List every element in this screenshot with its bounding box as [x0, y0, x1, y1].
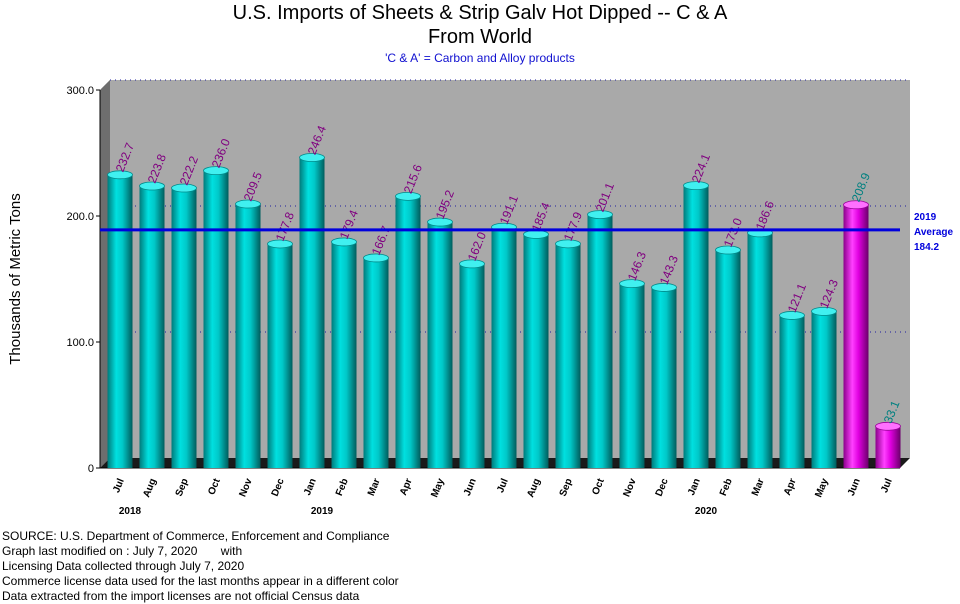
bar-top — [843, 200, 869, 210]
bar-top — [427, 217, 453, 227]
bar-top — [395, 191, 421, 201]
x-tick-label: Dec — [270, 477, 287, 499]
bar-top — [203, 166, 229, 176]
official-note-line: Data extracted from the import licenses … — [2, 589, 360, 603]
x-tick-label: Dec — [654, 477, 671, 499]
bar — [683, 185, 709, 468]
x-tick-label: Sep — [174, 477, 191, 498]
bar — [299, 157, 325, 468]
average-label: 184.2 — [914, 242, 939, 253]
color-note-line: Commerce license data used for the last … — [2, 574, 399, 588]
bar-top — [235, 199, 261, 209]
modified-line: Graph last modified on : July 7, 2020 wi… — [2, 544, 243, 558]
chart-title-line2: From World — [427, 26, 533, 48]
bar-top — [875, 421, 901, 431]
chart-subtitle: 'C & A' = Carbon and Alloy products — [385, 51, 575, 65]
bar — [395, 196, 421, 468]
bar-top — [779, 311, 805, 320]
x-tick-label: Feb — [334, 477, 351, 498]
bar — [427, 222, 453, 468]
bar-top — [139, 181, 165, 191]
licensing-line: Licensing Data collected through July 7,… — [2, 559, 245, 573]
bar — [107, 174, 133, 468]
x-tick-label: Oct — [590, 476, 607, 496]
bar — [139, 186, 165, 468]
bar — [235, 204, 261, 468]
bar — [715, 250, 741, 468]
x-tick-label: Apr — [782, 477, 799, 497]
bar-top — [651, 283, 677, 292]
x-tick-label: Nov — [238, 477, 255, 499]
bar-top — [715, 245, 741, 255]
x-tick-label: Nov — [622, 477, 639, 499]
bar-top — [619, 279, 645, 289]
x-tick-label: Aug — [525, 477, 542, 499]
x-tick-label: Feb — [718, 477, 735, 498]
bar-top — [811, 306, 837, 316]
bar — [747, 232, 773, 468]
bar — [843, 204, 869, 468]
x-tick-label: Jun — [462, 477, 479, 498]
bar — [875, 426, 901, 468]
bar-top — [555, 239, 581, 249]
average-label: Average — [914, 227, 954, 238]
x-tick-label: Sep — [558, 477, 575, 498]
source-line: SOURCE: U.S. Department of Commerce, Enf… — [2, 529, 390, 543]
bar — [555, 243, 581, 468]
x-tick-label: Mar — [366, 477, 383, 498]
bar-chart: 0 100.0 200.0 300.0 Thousands of Metric Tons… — [7, 79, 954, 517]
bar-top — [459, 259, 485, 269]
bar — [811, 311, 837, 468]
source-notes: SOURCE: U.S. Department of Commerce, Enf… — [2, 529, 399, 604]
x-tick-label: May — [429, 477, 447, 500]
x-tick-label: Oct — [206, 476, 223, 496]
year-label: 2019 — [311, 506, 334, 517]
x-tick-label: Jul — [495, 477, 511, 495]
x-tick-label: Mar — [750, 477, 767, 498]
year-label: 2020 — [695, 506, 718, 517]
y-tick-label: 200.0 — [66, 211, 94, 223]
bar-top — [299, 153, 325, 162]
bar — [587, 214, 613, 468]
bar — [619, 283, 645, 468]
bar — [267, 243, 293, 468]
bar — [779, 315, 805, 468]
bar — [651, 287, 677, 468]
x-tick-label: Jun — [846, 477, 863, 498]
bar — [203, 170, 229, 468]
year-label: 2018 — [119, 506, 142, 517]
bar-top — [267, 239, 293, 249]
bar-top — [683, 181, 709, 191]
bar-top — [107, 170, 133, 180]
bar — [331, 241, 357, 468]
average-label: 2019 — [914, 212, 937, 223]
bar — [171, 188, 197, 468]
bar-top — [363, 253, 389, 263]
bar — [523, 234, 549, 468]
y-tick-label: 0 — [88, 463, 94, 475]
bar-top — [587, 210, 613, 220]
y-tick-label: 300.0 — [66, 85, 94, 97]
bar — [459, 263, 485, 468]
x-tick-label: Jan — [686, 477, 703, 497]
bar — [363, 257, 389, 468]
chart-title: U.S. Imports of Sheets & Strip Galv Hot … — [232, 2, 728, 24]
x-tick-label: Jul — [111, 477, 127, 495]
x-tick-label: Aug — [141, 477, 158, 499]
bar-top — [171, 183, 197, 193]
y-axis-label: Thousands of Metric Tons — [7, 193, 24, 364]
x-tick-label: Apr — [398, 477, 415, 497]
y-tick-label: 100.0 — [66, 337, 94, 349]
x-tick-label: Jul — [879, 477, 895, 495]
x-tick-label: May — [813, 477, 831, 500]
bar — [491, 227, 517, 468]
x-tick-label: Jan — [302, 477, 319, 497]
bar-top — [331, 237, 357, 247]
